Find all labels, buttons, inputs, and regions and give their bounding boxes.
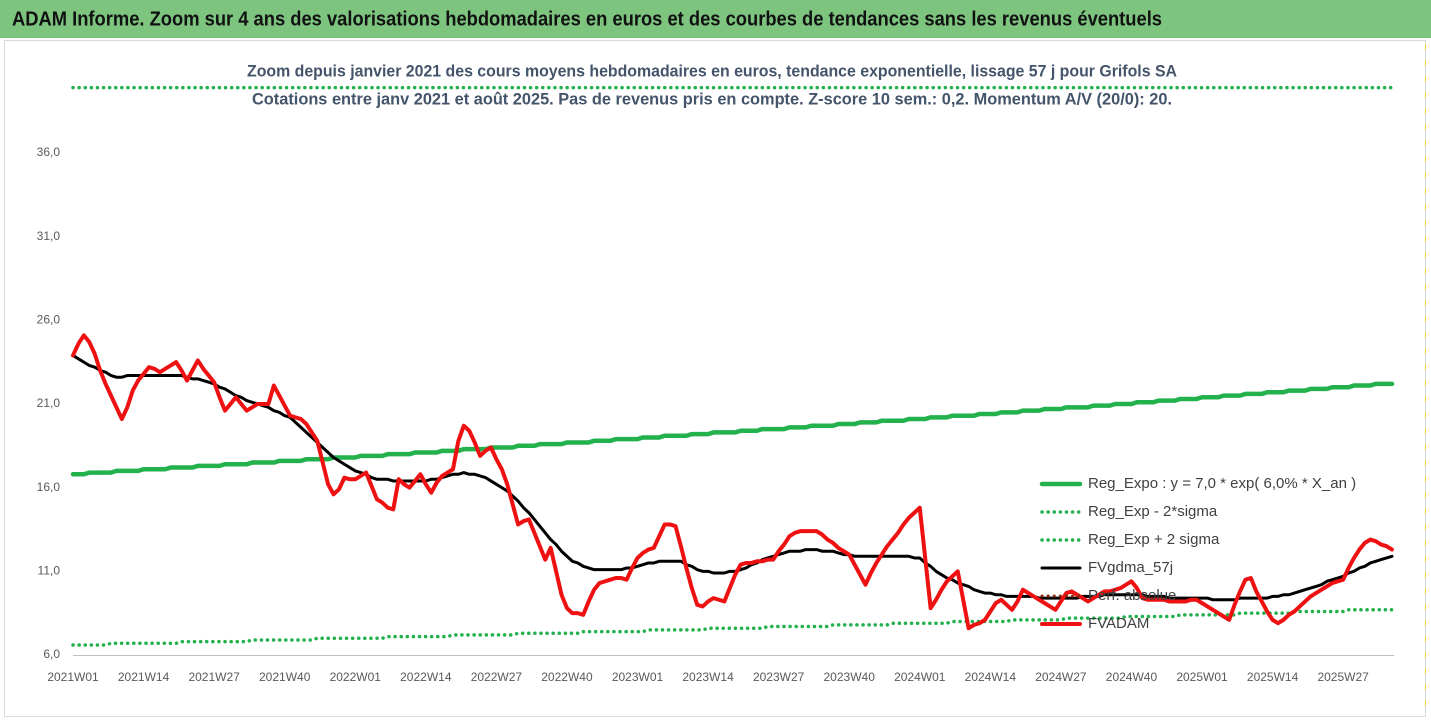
y-tick-label: 11,0: [38, 563, 61, 577]
series-line: [71, 353, 1394, 602]
plot-area: [70, 85, 1395, 647]
legend-label: Reg_Exp + 2 sigma: [1088, 531, 1220, 548]
header-title: ADAM Informe. Zoom sur 4 ans des valoris…: [12, 8, 1162, 30]
y-tick-label: 26,0: [37, 312, 61, 326]
series-line: [70, 381, 1395, 477]
y-tick-label: 36,0: [37, 145, 61, 159]
y-tick-label: 16,0: [37, 480, 61, 494]
x-tick-label: 2024W14: [965, 670, 1017, 684]
legend-label: Reg_Expo : y = 7,0 * exp( 6,0% * X_an ): [1088, 475, 1356, 492]
series-line: [71, 333, 1394, 631]
chart-subtitle: Cotations entre janv 2021 et août 2025. …: [252, 89, 1172, 108]
chart-frame: [4, 40, 1426, 717]
x-tick-label: 2025W27: [1317, 670, 1369, 684]
y-tick-label: 21,0: [37, 396, 61, 410]
x-tick-label: 2022W14: [400, 670, 452, 684]
header-band: [0, 0, 1431, 38]
x-tick-label: 2021W40: [259, 670, 311, 684]
x-tick-label: 2022W01: [330, 670, 382, 684]
x-tick-label: 2023W27: [753, 670, 805, 684]
x-tick-label: 2023W01: [612, 670, 664, 684]
x-tick-label: 2021W14: [118, 670, 170, 684]
legend-label: FVgdma_57j: [1088, 559, 1173, 576]
x-tick-label: 2022W27: [471, 670, 523, 684]
x-tick-label: 2022W40: [541, 670, 593, 684]
x-tick-label: 2023W40: [824, 670, 876, 684]
series-line: [71, 608, 1394, 647]
x-tick-label: 2024W01: [894, 670, 946, 684]
x-tick-label: 2021W01: [47, 670, 99, 684]
x-tick-label: 2024W27: [1035, 670, 1087, 684]
x-tick-label: 2025W14: [1247, 670, 1299, 684]
y-tick-label: 6,0: [43, 647, 60, 661]
legend-label: Perf. absolue: [1088, 587, 1176, 604]
legend-label: Reg_Exp - 2*sigma: [1088, 503, 1218, 520]
x-tick-label: 2023W14: [682, 670, 734, 684]
x-tick-label: 2021W27: [188, 670, 240, 684]
chart-title: Zoom depuis janvier 2021 des cours moyen…: [247, 61, 1177, 80]
legend-label: FVADAM: [1088, 615, 1149, 632]
x-tick-label: 2024W40: [1106, 670, 1158, 684]
y-tick-label: 31,0: [37, 229, 61, 243]
x-tick-label: 2025W01: [1176, 670, 1228, 684]
